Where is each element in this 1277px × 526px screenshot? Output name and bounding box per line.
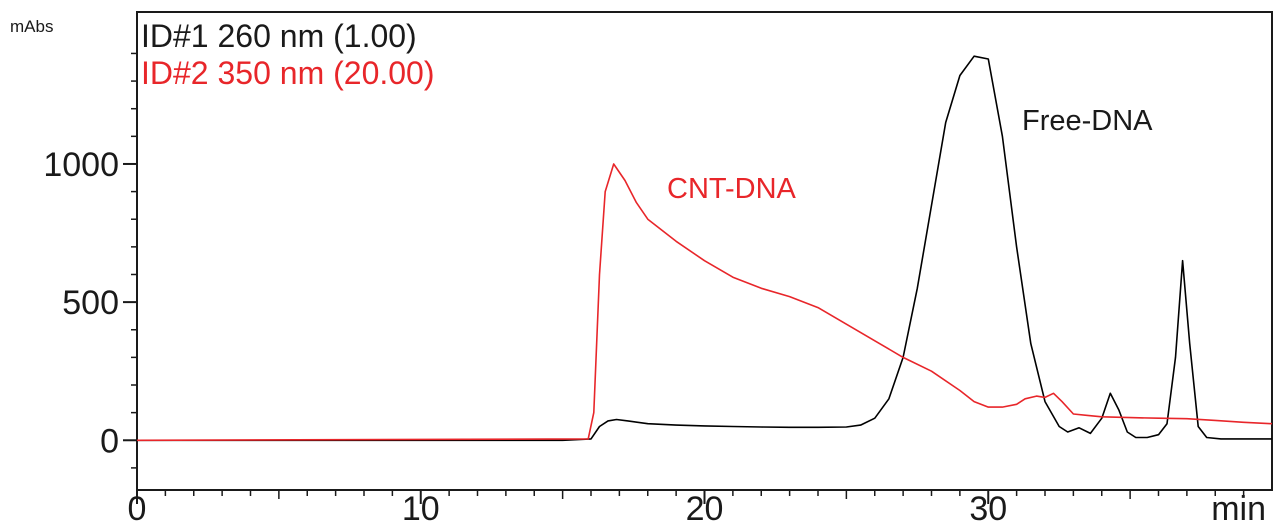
x-minor-ticks xyxy=(164,490,1245,499)
y-tick-label: 1000 xyxy=(43,146,119,184)
series-line-350nm xyxy=(136,163,1273,442)
x-tick-label: 10 xyxy=(402,490,440,526)
annotation-free-dna: Free-DNA xyxy=(1022,105,1153,137)
legend-entry-2: ID#2 350 nm (20.00) xyxy=(141,55,435,91)
annotation-cnt-dna: CNT-DNA xyxy=(667,173,797,205)
legend-entry-1: ID#1 260 nm (1.00) xyxy=(141,18,417,54)
y-tick-label: 500 xyxy=(62,284,119,322)
x-axis-unit-label: min xyxy=(1211,490,1266,526)
y-major-ticks: 0 500 1000 xyxy=(43,146,137,460)
x-tick-label: 0 xyxy=(128,490,147,526)
series-line-260nm xyxy=(137,55,1272,442)
series-layer xyxy=(136,55,1273,442)
y-axis-unit-label: mAbs xyxy=(10,17,53,36)
y-tick-label: 0 xyxy=(100,422,119,460)
x-tick-label: 30 xyxy=(969,490,1007,526)
x-tick-label: 20 xyxy=(686,490,724,526)
x-major-ticks: 0 10 20 30 xyxy=(128,490,1007,526)
y-minor-ticks xyxy=(131,52,137,469)
